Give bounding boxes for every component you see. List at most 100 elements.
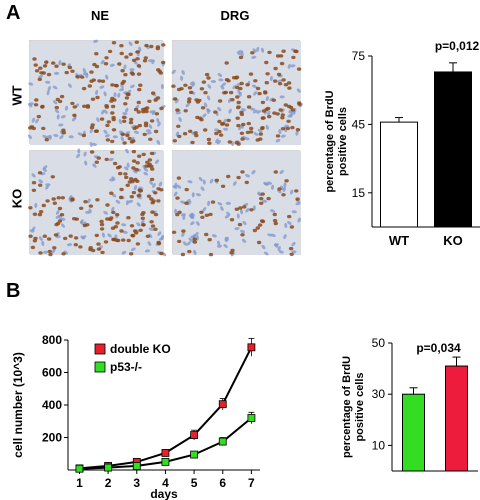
micrograph-nucleus-brown — [103, 62, 109, 66]
micrograph-nucleus-brown — [193, 131, 198, 135]
chart-b-legend-label: p53-/- — [110, 360, 142, 374]
micrograph-nucleus-blue — [58, 123, 64, 127]
micrograph-nucleus-brown — [206, 137, 212, 142]
micrograph-nucleus-blue — [225, 236, 229, 242]
chart-b-legend-label: double KO — [110, 342, 171, 356]
micrograph-nucleus-brown — [240, 233, 245, 237]
micrograph-nucleus-brown — [55, 97, 60, 102]
micrograph-nucleus-blue — [207, 200, 211, 206]
micrograph-nucleus-brown — [134, 167, 139, 172]
micrograph-nucleus-blue — [122, 230, 128, 234]
micrograph-nucleus-brown — [127, 136, 132, 141]
panel-letter-a: A — [6, 2, 21, 24]
micrograph-nucleus-blue — [190, 214, 195, 219]
micrograph-nucleus-brown — [112, 98, 117, 102]
micrograph-nucleus-blue — [291, 250, 297, 254]
micrograph-nucleus-brown — [217, 119, 222, 124]
micrograph-nucleus-brown — [259, 196, 264, 201]
micrograph-nucleus-brown — [136, 110, 141, 114]
micrograph-nucleus-blue — [202, 113, 207, 118]
micrograph-nucleus-brown — [129, 140, 135, 144]
micrograph-nucleus-blue — [136, 222, 141, 227]
micrograph-nucleus-blue — [126, 162, 130, 168]
chart-b-x-tick-label: 7 — [248, 476, 255, 490]
micrograph-nucleus-blue — [31, 117, 36, 123]
micrograph-nucleus-brown — [131, 166, 136, 170]
micrograph-nucleus-brown — [156, 199, 161, 203]
micrograph-nucleus-brown — [241, 122, 246, 127]
micrograph-nucleus-brown — [266, 196, 271, 201]
micrograph-nucleus-blue — [209, 178, 214, 184]
micrograph-nucleus-brown — [249, 208, 254, 212]
micrograph-nucleus-brown — [187, 97, 192, 101]
micrograph-nucleus-blue — [89, 141, 93, 147]
chart-b-x-tick-label: 4 — [162, 476, 169, 490]
micrograph-nucleus-brown — [261, 109, 267, 113]
micrograph-nucleus-brown — [57, 206, 63, 211]
micrograph-nucleus-blue — [269, 75, 273, 82]
micrograph-nucleus-brown — [31, 181, 37, 185]
micrograph-nucleus-brown — [41, 203, 46, 208]
micrograph-nucleus-brown — [73, 243, 78, 247]
chart-c-y-tick-label: 10 — [372, 438, 386, 452]
micrograph-nucleus-brown — [235, 116, 240, 120]
chart-b-y-tick-label: 600 — [42, 366, 62, 380]
micrograph-nucleus-blue — [83, 151, 87, 157]
micrograph-nucleus-blue — [52, 100, 58, 105]
micrograph-nucleus-brown — [110, 139, 115, 144]
micrograph-nucleus-brown — [151, 199, 156, 203]
micrograph-nucleus-brown — [275, 112, 280, 116]
micrograph-nucleus-brown — [95, 95, 100, 100]
micrograph-nucleus-blue — [274, 243, 279, 248]
micrograph-nucleus-blue — [38, 74, 44, 79]
micrograph-nucleus-brown — [238, 86, 243, 91]
micrograph-nucleus-brown — [44, 60, 49, 64]
micrograph-nucleus-brown — [96, 156, 102, 160]
micrograph-nucleus-blue — [91, 142, 97, 146]
micrograph-nucleus-blue — [82, 72, 88, 76]
micrograph-nucleus-blue — [267, 181, 273, 185]
micrograph-nucleus-brown — [239, 112, 245, 117]
micrograph-nucleus-blue — [216, 244, 223, 248]
micrograph-nucleus-brown — [126, 238, 131, 243]
micrograph-nucleus-blue — [241, 108, 247, 112]
micrograph-nucleus-blue — [218, 78, 224, 82]
micrograph-nucleus-brown — [280, 113, 285, 117]
micrograph-nucleus-blue — [211, 234, 217, 238]
micrograph-nucleus-brown — [137, 87, 142, 92]
micrograph-nucleus-brown — [153, 98, 158, 102]
micrograph-nucleus-brown — [256, 240, 262, 245]
micrograph-nucleus-blue — [46, 90, 50, 96]
micrograph-nucleus-brown — [99, 219, 104, 224]
micrograph-nucleus-blue — [108, 157, 114, 162]
micrograph-nucleus-brown — [143, 56, 148, 60]
micrograph-nucleus-brown — [272, 212, 277, 217]
micrograph-nucleus-blue — [283, 182, 287, 188]
micrograph-nucleus-brown — [158, 71, 163, 75]
micrograph-nucleus-brown — [64, 70, 69, 75]
micrograph-nucleus-brown — [82, 104, 87, 108]
micrograph-nucleus-brown — [246, 121, 251, 126]
chart-b-point — [190, 431, 198, 439]
micrograph-nucleus-brown — [257, 91, 262, 96]
micrograph-nucleus-blue — [175, 111, 181, 115]
micrograph-nucleus-brown — [172, 97, 178, 101]
micrograph-nucleus-blue — [291, 210, 297, 214]
micrograph-nucleus-brown — [264, 60, 269, 65]
micrograph-nucleus-blue — [148, 227, 154, 232]
micrograph-nucleus-brown — [159, 188, 164, 192]
micrograph-nucleus-blue — [239, 209, 244, 215]
micrograph-nucleus-brown — [263, 91, 268, 95]
micrograph-nucleus-brown — [111, 210, 116, 215]
micrograph-nucleus-blue — [107, 233, 112, 238]
micrograph-nucleus-blue — [42, 250, 49, 254]
micrograph-nucleus-blue — [58, 60, 62, 66]
micrograph-nucleus-blue — [251, 84, 257, 89]
micrograph-nucleus-brown — [214, 131, 219, 136]
micrograph-nucleus-blue — [109, 178, 115, 182]
micrograph-nucleus-blue — [133, 130, 140, 134]
micrograph-nucleus-brown — [147, 158, 153, 162]
micrograph-nucleus-blue — [236, 213, 240, 219]
chart-b-point — [218, 437, 227, 446]
micrograph-nucleus-blue — [267, 110, 271, 116]
